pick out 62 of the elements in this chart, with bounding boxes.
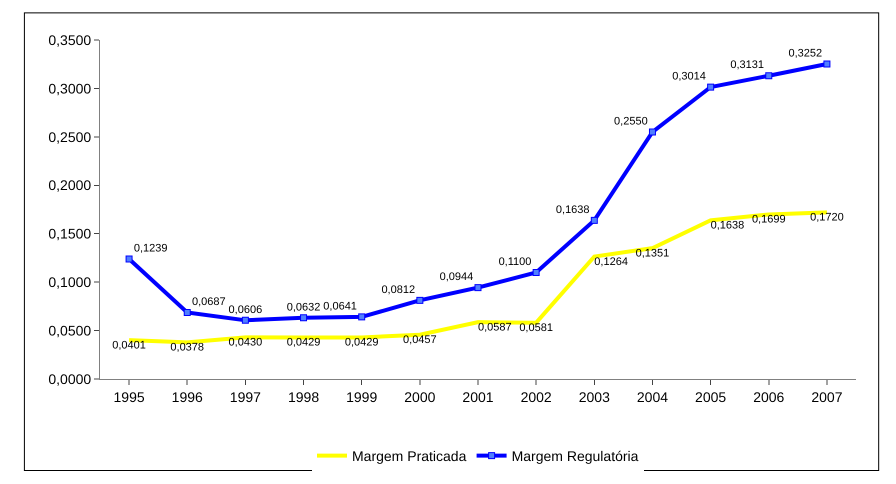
data-label: 0,0430 <box>228 336 262 349</box>
x-tick-label: 2001 <box>462 388 494 405</box>
data-label: 0,0687 <box>192 296 226 308</box>
x-tick-label: 1997 <box>230 388 262 405</box>
x-tick-label: 1999 <box>346 388 378 405</box>
point <box>300 314 308 322</box>
data-label: 0,1638 <box>710 220 744 232</box>
x-tick-label: 1995 <box>114 388 145 405</box>
y-tick-label: 0,0500 <box>48 322 92 338</box>
data-label: 0,0632 <box>286 301 320 314</box>
point <box>707 84 714 91</box>
y-tick-label: 0,3500 <box>48 32 92 48</box>
x-tick-label: 2007 <box>811 388 843 405</box>
point <box>358 313 366 320</box>
x-tick-label: 2005 <box>695 388 726 405</box>
data-label: 0,2550 <box>614 116 648 128</box>
data-label: 0,1720 <box>810 212 844 224</box>
x-tick-label: 2000 <box>404 388 436 405</box>
data-label: 0,1264 <box>594 256 628 268</box>
x-tick-label: 2006 <box>753 388 785 405</box>
data-label: 0,0401 <box>112 339 146 352</box>
point <box>532 268 540 276</box>
data-label: 0,1100 <box>498 256 532 268</box>
data-label: 0,0581 <box>519 322 553 334</box>
point <box>823 60 830 68</box>
point <box>765 72 772 80</box>
point <box>474 284 482 292</box>
point <box>242 316 249 324</box>
data-label: 0,3131 <box>730 59 764 72</box>
data-label: 0,0641 <box>323 300 357 312</box>
x-tick-label: 1998 <box>288 388 320 405</box>
legend-label: Margem Regulatória <box>512 448 639 464</box>
data-label: 0,0944 <box>440 271 474 284</box>
data-label: 0,0429 <box>286 336 320 349</box>
y-tick-label: 0,2500 <box>48 128 92 145</box>
x-tick-label: 2003 <box>578 388 610 405</box>
data-label: 0,0457 <box>403 334 437 346</box>
y-tick-label: 0,0000 <box>48 370 92 387</box>
data-label: 0,1351 <box>636 247 670 260</box>
data-label: 0,3252 <box>788 48 822 60</box>
data-label: 0,0378 <box>170 342 204 354</box>
x-tick-label: 1996 <box>172 388 204 405</box>
data-label: 0,0606 <box>228 304 262 316</box>
y-tick-label: 0,2000 <box>48 177 92 194</box>
data-label: 0,0587 <box>478 321 512 334</box>
point <box>648 128 656 136</box>
x-tick-label: 2002 <box>520 388 552 405</box>
data-label: 0,3014 <box>672 70 706 83</box>
legend-label: Margem Praticada <box>352 448 467 464</box>
data-label: 0,1239 <box>134 242 168 254</box>
point <box>184 308 191 316</box>
x-tick-label: 2004 <box>636 388 668 405</box>
y-tick-label: 0,1000 <box>48 274 92 290</box>
point <box>126 255 133 262</box>
point <box>590 216 598 224</box>
data-label: 0,1638 <box>556 204 590 216</box>
point <box>416 296 424 304</box>
y-tick-label: 0,1500 <box>48 226 92 242</box>
data-label: 0,0812 <box>381 284 416 296</box>
data-label: 0,0429 <box>344 336 379 349</box>
y-tick-label: 0,3000 <box>48 80 92 96</box>
data-label: 0,1699 <box>752 214 786 226</box>
